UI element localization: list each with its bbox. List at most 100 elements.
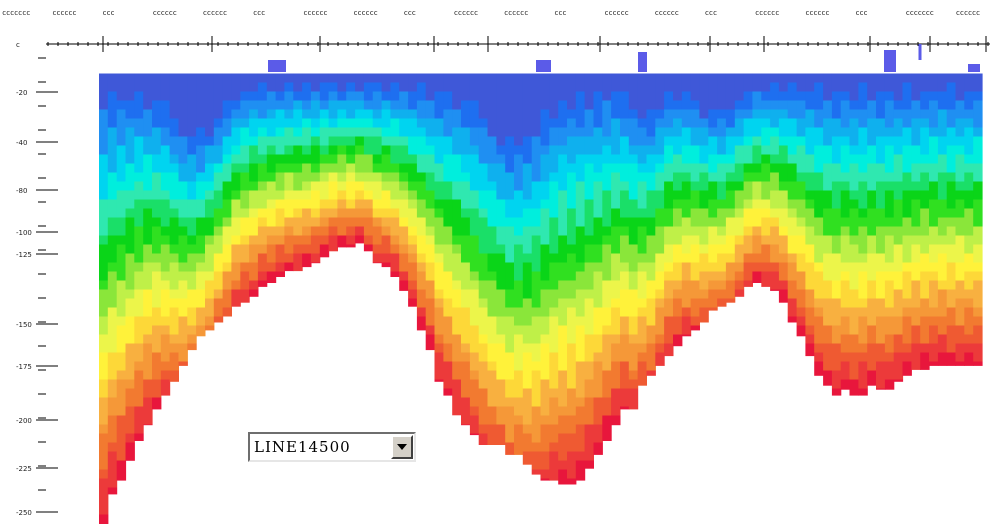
heatmap-cell bbox=[584, 352, 594, 362]
heatmap-cell bbox=[425, 271, 436, 281]
heatmap-cell bbox=[805, 73, 815, 83]
heatmap-cell bbox=[275, 199, 285, 209]
heatmap-cell bbox=[346, 181, 356, 191]
heatmap-cell bbox=[231, 217, 241, 227]
heatmap-cell bbox=[452, 307, 462, 317]
heatmap-cell bbox=[620, 343, 630, 353]
x-tick-label: ccc bbox=[403, 9, 416, 17]
heatmap-cell bbox=[496, 172, 506, 182]
heatmap-cell bbox=[849, 172, 859, 182]
heatmap-cell bbox=[522, 388, 533, 398]
heatmap-cell bbox=[690, 136, 700, 146]
heatmap-cell bbox=[717, 100, 727, 110]
heatmap-cell bbox=[434, 73, 444, 83]
heatmap-cell bbox=[849, 136, 859, 146]
heatmap-cell bbox=[929, 235, 939, 245]
heatmap-cell bbox=[593, 442, 603, 452]
heatmap-cell bbox=[196, 271, 206, 281]
heatmap-cell bbox=[196, 289, 206, 299]
heatmap-cell bbox=[266, 163, 277, 173]
heatmap-cell bbox=[302, 127, 312, 137]
heatmap-cell bbox=[522, 235, 533, 245]
heatmap-cell bbox=[937, 307, 948, 317]
heatmap-cell bbox=[884, 145, 895, 155]
heatmap-cell bbox=[107, 442, 118, 452]
heatmap-cell bbox=[434, 334, 444, 344]
heatmap-cell bbox=[929, 82, 939, 92]
heatmap-cell bbox=[310, 127, 321, 137]
heatmap-cell bbox=[249, 181, 259, 191]
heatmap-cell bbox=[187, 163, 197, 173]
heatmap-cell bbox=[840, 91, 851, 101]
heatmap-cell bbox=[99, 460, 109, 470]
x-tick-label: cccccc bbox=[955, 9, 980, 17]
heatmap-cell bbox=[319, 235, 330, 245]
heatmap-cell bbox=[973, 325, 983, 335]
heatmap-cell bbox=[143, 379, 153, 389]
heatmap-cell bbox=[655, 361, 665, 366]
heatmap-cell bbox=[584, 415, 594, 425]
heatmap-cell bbox=[328, 217, 338, 227]
heatmap-cell bbox=[487, 190, 497, 200]
heatmap-cell bbox=[531, 379, 542, 389]
heatmap-cell bbox=[558, 82, 568, 92]
heatmap-cell bbox=[876, 280, 886, 290]
heatmap-cell bbox=[337, 190, 347, 200]
heatmap-cell bbox=[461, 370, 471, 380]
heatmap-cell bbox=[487, 361, 497, 371]
heatmap-cell bbox=[823, 334, 833, 344]
heatmap-cell bbox=[152, 370, 162, 380]
heatmap-cell bbox=[973, 145, 983, 155]
heatmap-cell bbox=[955, 343, 965, 353]
heatmap-cell bbox=[699, 172, 709, 182]
heatmap-cell bbox=[549, 325, 559, 335]
heatmap-cell bbox=[849, 307, 859, 317]
heatmap-cell bbox=[761, 280, 771, 287]
heatmap-cell bbox=[673, 334, 683, 344]
heatmap-cell bbox=[505, 307, 515, 317]
heatmap-cell bbox=[575, 82, 586, 92]
heatmap-cell bbox=[461, 388, 471, 398]
heatmap-cell bbox=[434, 199, 444, 209]
heatmap-cell bbox=[673, 280, 683, 290]
heatmap-cell bbox=[681, 181, 692, 191]
heatmap-cell bbox=[452, 217, 462, 227]
heatmap-cell bbox=[823, 262, 833, 272]
heatmap-cell bbox=[637, 154, 647, 164]
heatmap-cell bbox=[134, 352, 144, 362]
heatmap-cell bbox=[946, 172, 957, 182]
heatmap-cell bbox=[717, 145, 727, 155]
heatmap-cell bbox=[293, 127, 303, 137]
heatmap-cell bbox=[893, 253, 904, 263]
heatmap-cell bbox=[116, 145, 127, 155]
heatmap-cell bbox=[461, 406, 471, 416]
heatmap-cell bbox=[337, 100, 347, 110]
heatmap-cell bbox=[434, 379, 444, 382]
heatmap-cell bbox=[602, 271, 612, 281]
heatmap-cell bbox=[673, 181, 683, 191]
heatmap-cell bbox=[487, 379, 497, 389]
heatmap-cell bbox=[673, 163, 683, 173]
heatmap-cell bbox=[876, 181, 886, 191]
heatmap-cell bbox=[399, 253, 409, 263]
heatmap-cell bbox=[752, 163, 762, 173]
heatmap-cell bbox=[708, 109, 718, 119]
heatmap-cell bbox=[575, 415, 586, 425]
line-selector-dropdown[interactable]: LINE14500 bbox=[248, 432, 416, 462]
heatmap-cell bbox=[646, 109, 656, 119]
heatmap-cell bbox=[452, 298, 462, 308]
heatmap-cell bbox=[725, 109, 736, 119]
heatmap-cell bbox=[531, 343, 542, 353]
heatmap-cell bbox=[363, 118, 374, 128]
heatmap-cell bbox=[143, 325, 153, 335]
heatmap-cell bbox=[567, 100, 577, 110]
chevron-down-icon[interactable] bbox=[391, 435, 413, 459]
heatmap-cell bbox=[884, 181, 895, 191]
heatmap-cell bbox=[884, 109, 895, 119]
heatmap-cell bbox=[664, 181, 674, 191]
heatmap-cell bbox=[425, 262, 436, 272]
heatmap-cell bbox=[240, 208, 250, 218]
heatmap-cell bbox=[920, 82, 930, 92]
heatmap-cell bbox=[708, 181, 718, 191]
heatmap-cell bbox=[858, 226, 868, 236]
